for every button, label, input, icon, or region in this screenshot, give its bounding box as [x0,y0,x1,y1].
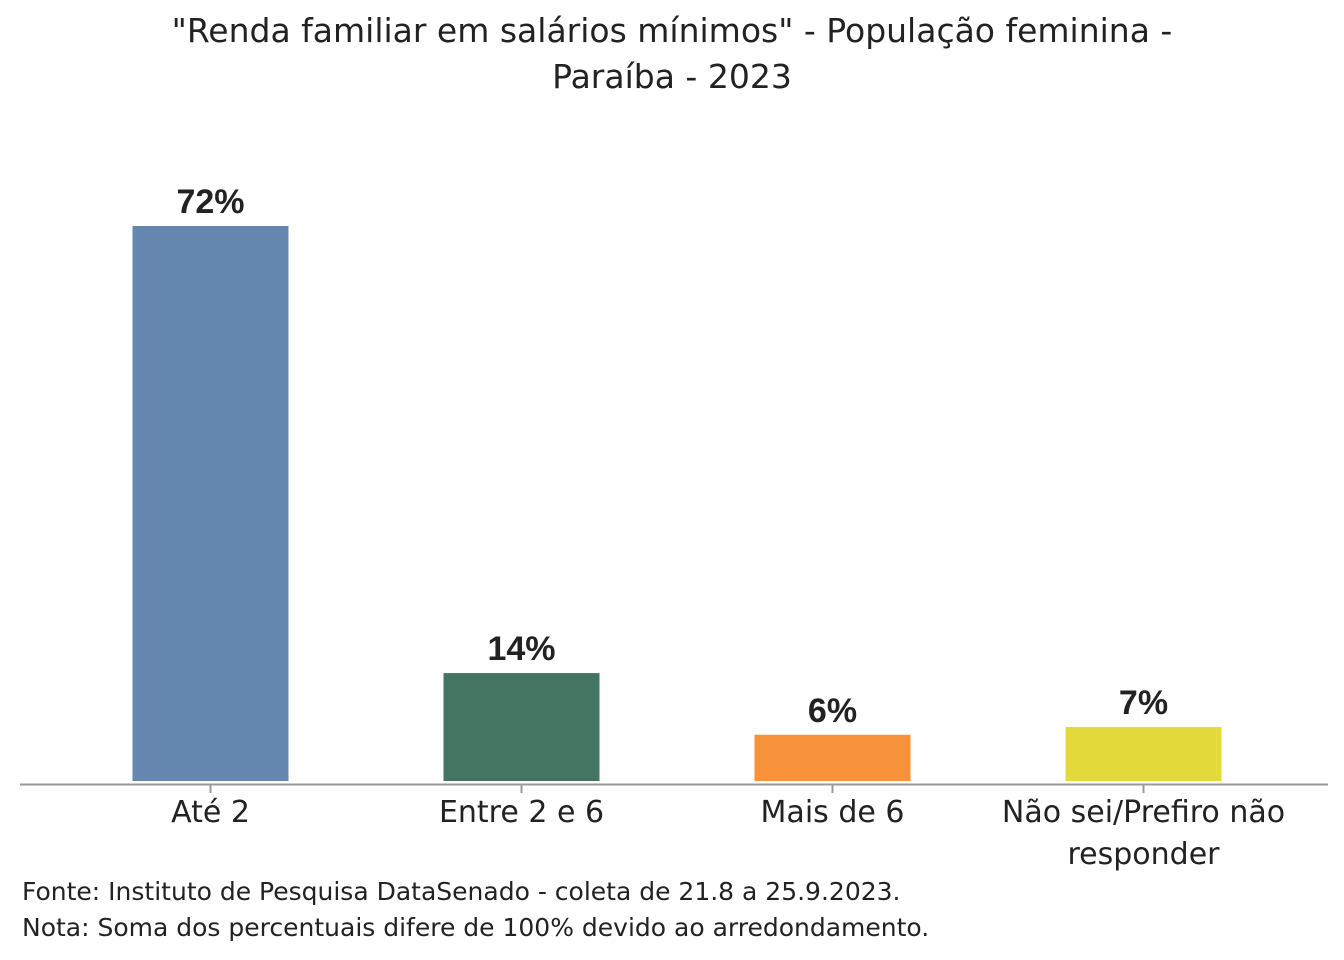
data-label-2: 14% [487,630,555,668]
bar-1 [132,226,289,781]
data-label-4: 7% [1119,684,1168,722]
rounding-note: Nota: Soma dos percentuais difere de 100… [22,913,930,942]
bar-2 [443,673,600,781]
data-label-1: 72% [176,183,244,221]
category-label-4-line-2: responder [1067,837,1220,872]
chart-title: "Renda familiar em salários mínimos" - P… [0,8,1344,100]
source-note: Fonte: Instituto de Pesquisa DataSenado … [22,877,901,906]
category-label-3: Mais de 6 [761,795,905,830]
category-label-1: Até 2 [171,795,250,830]
category-label-2: Entre 2 e 6 [439,795,604,830]
chart-title-line-2: Paraíba - 2023 [552,57,792,96]
chart-footer: Fonte: Instituto de Pesquisa DataSenado … [22,874,929,946]
category-label-4-line-1: Não sei/Prefiro não [1002,795,1285,830]
chart-title-line-1: "Renda familiar em salários mínimos" - P… [171,11,1173,50]
bar-4 [1065,727,1222,781]
bar-3 [754,734,911,781]
data-label-3: 6% [808,692,857,730]
